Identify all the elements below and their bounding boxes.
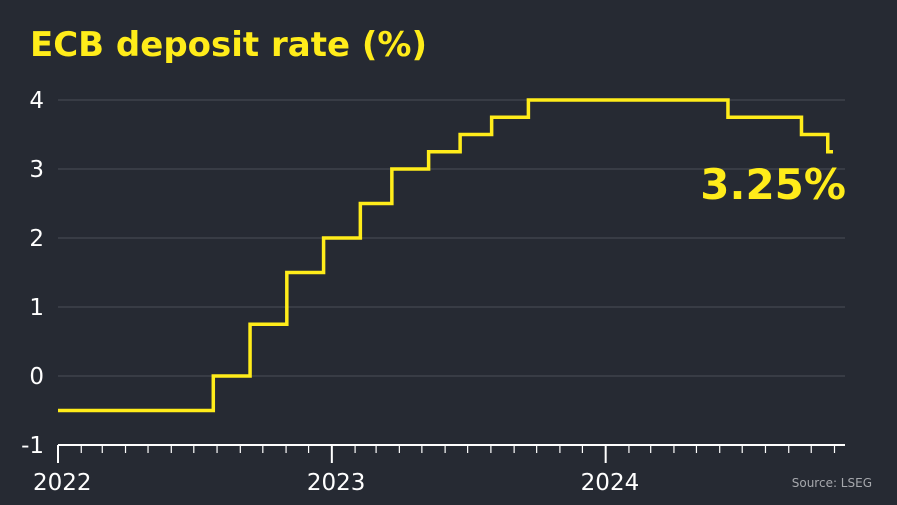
y-tick-label: -1 bbox=[21, 433, 44, 459]
gridlines bbox=[58, 99, 845, 377]
y-tick-label: 1 bbox=[29, 295, 44, 321]
x-axis-tick-labels: 2022 2023 2024 bbox=[33, 470, 639, 496]
x-tick-label: 2023 bbox=[307, 470, 366, 496]
y-tick-label: 4 bbox=[29, 88, 44, 114]
y-axis-tick-labels: 4 3 2 1 0 -1 bbox=[21, 88, 44, 459]
x-tick-label: 2022 bbox=[33, 470, 92, 496]
y-tick-label: 2 bbox=[29, 226, 44, 252]
source-note: Source: LSEG bbox=[792, 476, 872, 490]
chart-title: ECB deposit rate (%) bbox=[30, 25, 427, 65]
x-tick-label: 2024 bbox=[581, 470, 640, 496]
x-axis-minor-ticks bbox=[80, 445, 836, 453]
series-group bbox=[58, 98, 833, 413]
latest-value-annotation: 3.25% bbox=[700, 160, 846, 209]
x-axis-major-ticks bbox=[57, 445, 607, 463]
deposit-rate-line bbox=[58, 98, 833, 413]
y-tick-label: 0 bbox=[29, 364, 44, 390]
y-tick-label: 3 bbox=[29, 157, 44, 183]
